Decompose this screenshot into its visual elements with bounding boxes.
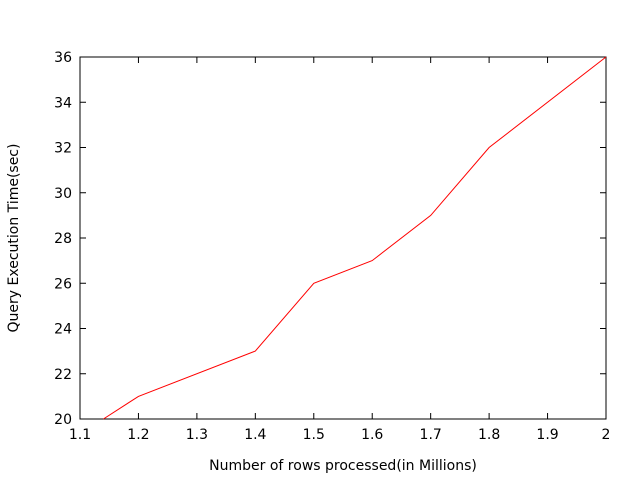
series-layer	[103, 56, 607, 420]
x-tick-label: 1.2	[127, 427, 149, 443]
x-tick-label: 1.9	[536, 427, 558, 443]
x-tick-label: 1.1	[69, 427, 91, 443]
x-tick-label: 1.8	[478, 427, 500, 443]
y-tick-label: 30	[54, 186, 72, 202]
tick-marks	[79, 56, 607, 420]
x-axis-label: Number of rows processed(in Millions)	[209, 458, 477, 474]
plot-frame	[79, 56, 607, 420]
y-tick-label: 26	[54, 276, 72, 292]
y-tick-label: 36	[54, 50, 72, 66]
x-tick-label: 1.5	[303, 427, 325, 443]
x-tick-label: 2	[602, 427, 611, 443]
x-tick-label: 1.3	[186, 427, 208, 443]
y-tick-labels: 20 22 24 26 28 30 32 34 36	[54, 50, 72, 428]
y-axis-label: Query Execution Time(sec)	[6, 144, 22, 333]
x-tick-label: 1.7	[420, 427, 442, 443]
x-tick-labels: 1.1 1.2 1.3 1.4 1.5 1.6 1.7 1.8 1.9 2	[69, 427, 611, 443]
x-tick-label: 1.6	[361, 427, 383, 443]
series-line	[103, 56, 607, 420]
y-tick-label: 28	[54, 231, 72, 247]
y-tick-label: 32	[54, 141, 72, 157]
x-tick-label: 1.4	[244, 427, 266, 443]
y-tick-label: 20	[54, 412, 72, 428]
y-tick-label: 24	[54, 322, 72, 338]
y-tick-label: 22	[54, 367, 72, 383]
y-tick-label: 34	[54, 95, 72, 111]
